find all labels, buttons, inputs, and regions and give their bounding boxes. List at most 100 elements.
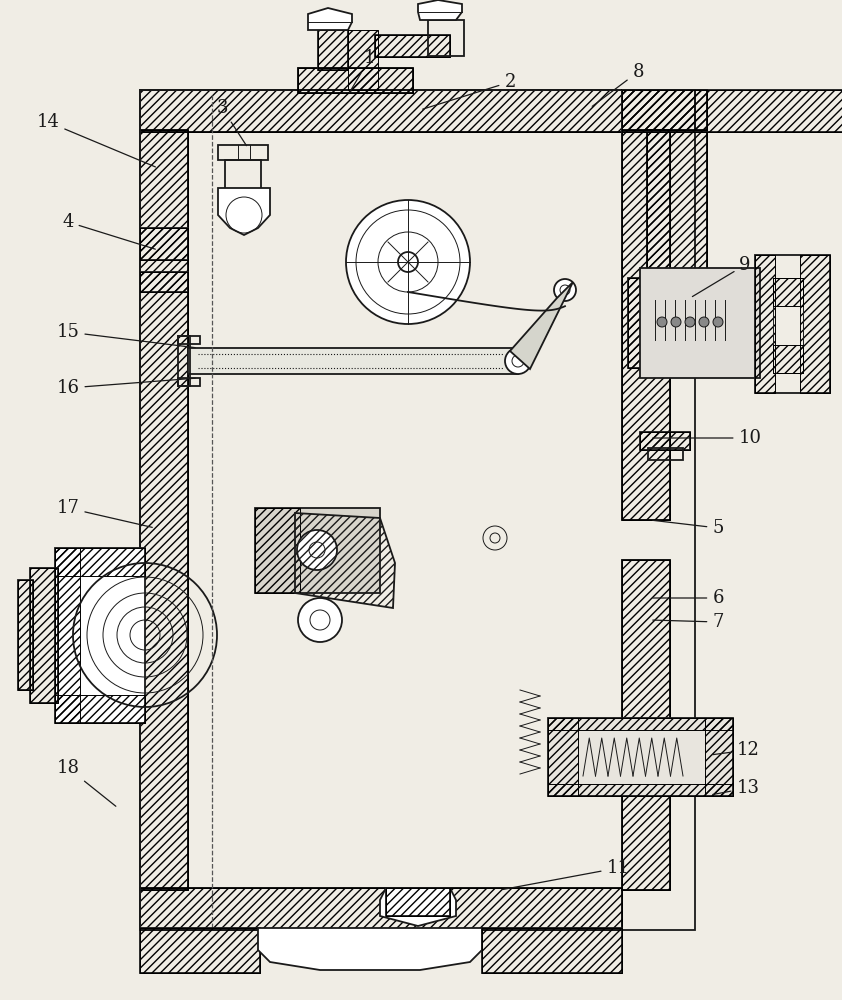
Bar — [30, 568, 58, 703]
Bar — [140, 888, 622, 930]
Polygon shape — [418, 0, 462, 20]
Bar — [318, 30, 348, 70]
Bar — [140, 228, 188, 260]
Bar — [622, 90, 842, 132]
Bar — [647, 130, 707, 290]
Text: 11: 11 — [503, 859, 630, 889]
Circle shape — [297, 530, 337, 570]
Text: 10: 10 — [653, 429, 761, 447]
Bar — [255, 508, 380, 593]
Bar — [18, 580, 33, 690]
Bar — [178, 336, 200, 344]
Circle shape — [671, 317, 681, 327]
Bar — [178, 336, 190, 386]
Bar — [648, 448, 683, 460]
Bar — [140, 888, 622, 930]
Bar — [386, 888, 450, 916]
Text: 16: 16 — [56, 378, 195, 397]
Bar — [55, 548, 145, 576]
Bar — [482, 928, 622, 973]
Bar — [628, 278, 658, 368]
Polygon shape — [308, 8, 352, 30]
Bar — [375, 35, 450, 57]
Text: 5: 5 — [653, 519, 723, 537]
Circle shape — [346, 200, 470, 324]
Bar — [255, 508, 300, 593]
Text: 12: 12 — [713, 741, 759, 759]
Bar — [622, 90, 707, 132]
Bar — [225, 160, 261, 190]
Bar — [428, 20, 464, 56]
Bar — [548, 784, 733, 796]
Bar — [628, 278, 658, 368]
Bar — [188, 348, 518, 374]
Bar — [386, 888, 450, 916]
Bar — [548, 718, 733, 796]
Text: 2: 2 — [423, 73, 515, 109]
Bar — [318, 30, 348, 70]
Bar — [298, 68, 413, 93]
Bar — [622, 90, 707, 132]
Text: 4: 4 — [62, 213, 156, 249]
Polygon shape — [380, 888, 456, 926]
Text: 18: 18 — [56, 759, 116, 806]
Bar — [755, 255, 775, 393]
Text: 8: 8 — [592, 63, 644, 106]
Text: 3: 3 — [216, 99, 247, 146]
Bar — [30, 568, 58, 703]
Text: 6: 6 — [653, 589, 724, 607]
Bar — [622, 560, 670, 890]
Bar — [375, 35, 450, 57]
Bar — [140, 90, 695, 132]
Bar — [178, 378, 200, 386]
Bar — [622, 560, 670, 890]
Bar — [755, 255, 830, 393]
Circle shape — [657, 317, 667, 327]
Bar — [140, 272, 188, 292]
Bar — [140, 130, 188, 890]
Bar — [140, 928, 260, 973]
Polygon shape — [258, 928, 482, 970]
Circle shape — [713, 317, 723, 327]
Text: 7: 7 — [653, 613, 723, 631]
Bar — [218, 145, 268, 160]
Bar — [140, 272, 188, 292]
Bar — [622, 130, 670, 520]
Text: 14: 14 — [36, 113, 156, 167]
Polygon shape — [218, 188, 270, 235]
Bar — [622, 90, 842, 132]
Text: 9: 9 — [692, 256, 751, 297]
Bar — [140, 228, 188, 260]
Bar — [640, 432, 690, 450]
Circle shape — [298, 598, 342, 642]
Bar — [140, 928, 260, 973]
Circle shape — [505, 348, 531, 374]
Text: 1: 1 — [349, 49, 376, 93]
Bar — [647, 130, 707, 290]
Bar — [640, 432, 690, 450]
Bar — [640, 268, 760, 378]
Bar — [55, 695, 145, 723]
Circle shape — [685, 317, 695, 327]
Bar — [18, 580, 33, 690]
Bar — [55, 548, 80, 723]
Circle shape — [699, 317, 709, 327]
Bar — [348, 30, 378, 90]
Bar — [548, 718, 578, 796]
Bar — [773, 278, 803, 306]
Bar — [773, 278, 803, 373]
Bar — [298, 68, 413, 93]
Text: 13: 13 — [712, 779, 759, 797]
Text: 15: 15 — [56, 323, 195, 348]
Text: 17: 17 — [56, 499, 152, 527]
Bar — [140, 130, 188, 890]
Bar — [773, 345, 803, 373]
Polygon shape — [510, 282, 573, 369]
Bar — [55, 548, 145, 723]
Circle shape — [554, 279, 576, 301]
Bar — [548, 718, 733, 730]
Bar — [705, 718, 733, 796]
Bar — [140, 90, 695, 930]
Bar — [622, 130, 670, 520]
Bar — [482, 928, 622, 973]
